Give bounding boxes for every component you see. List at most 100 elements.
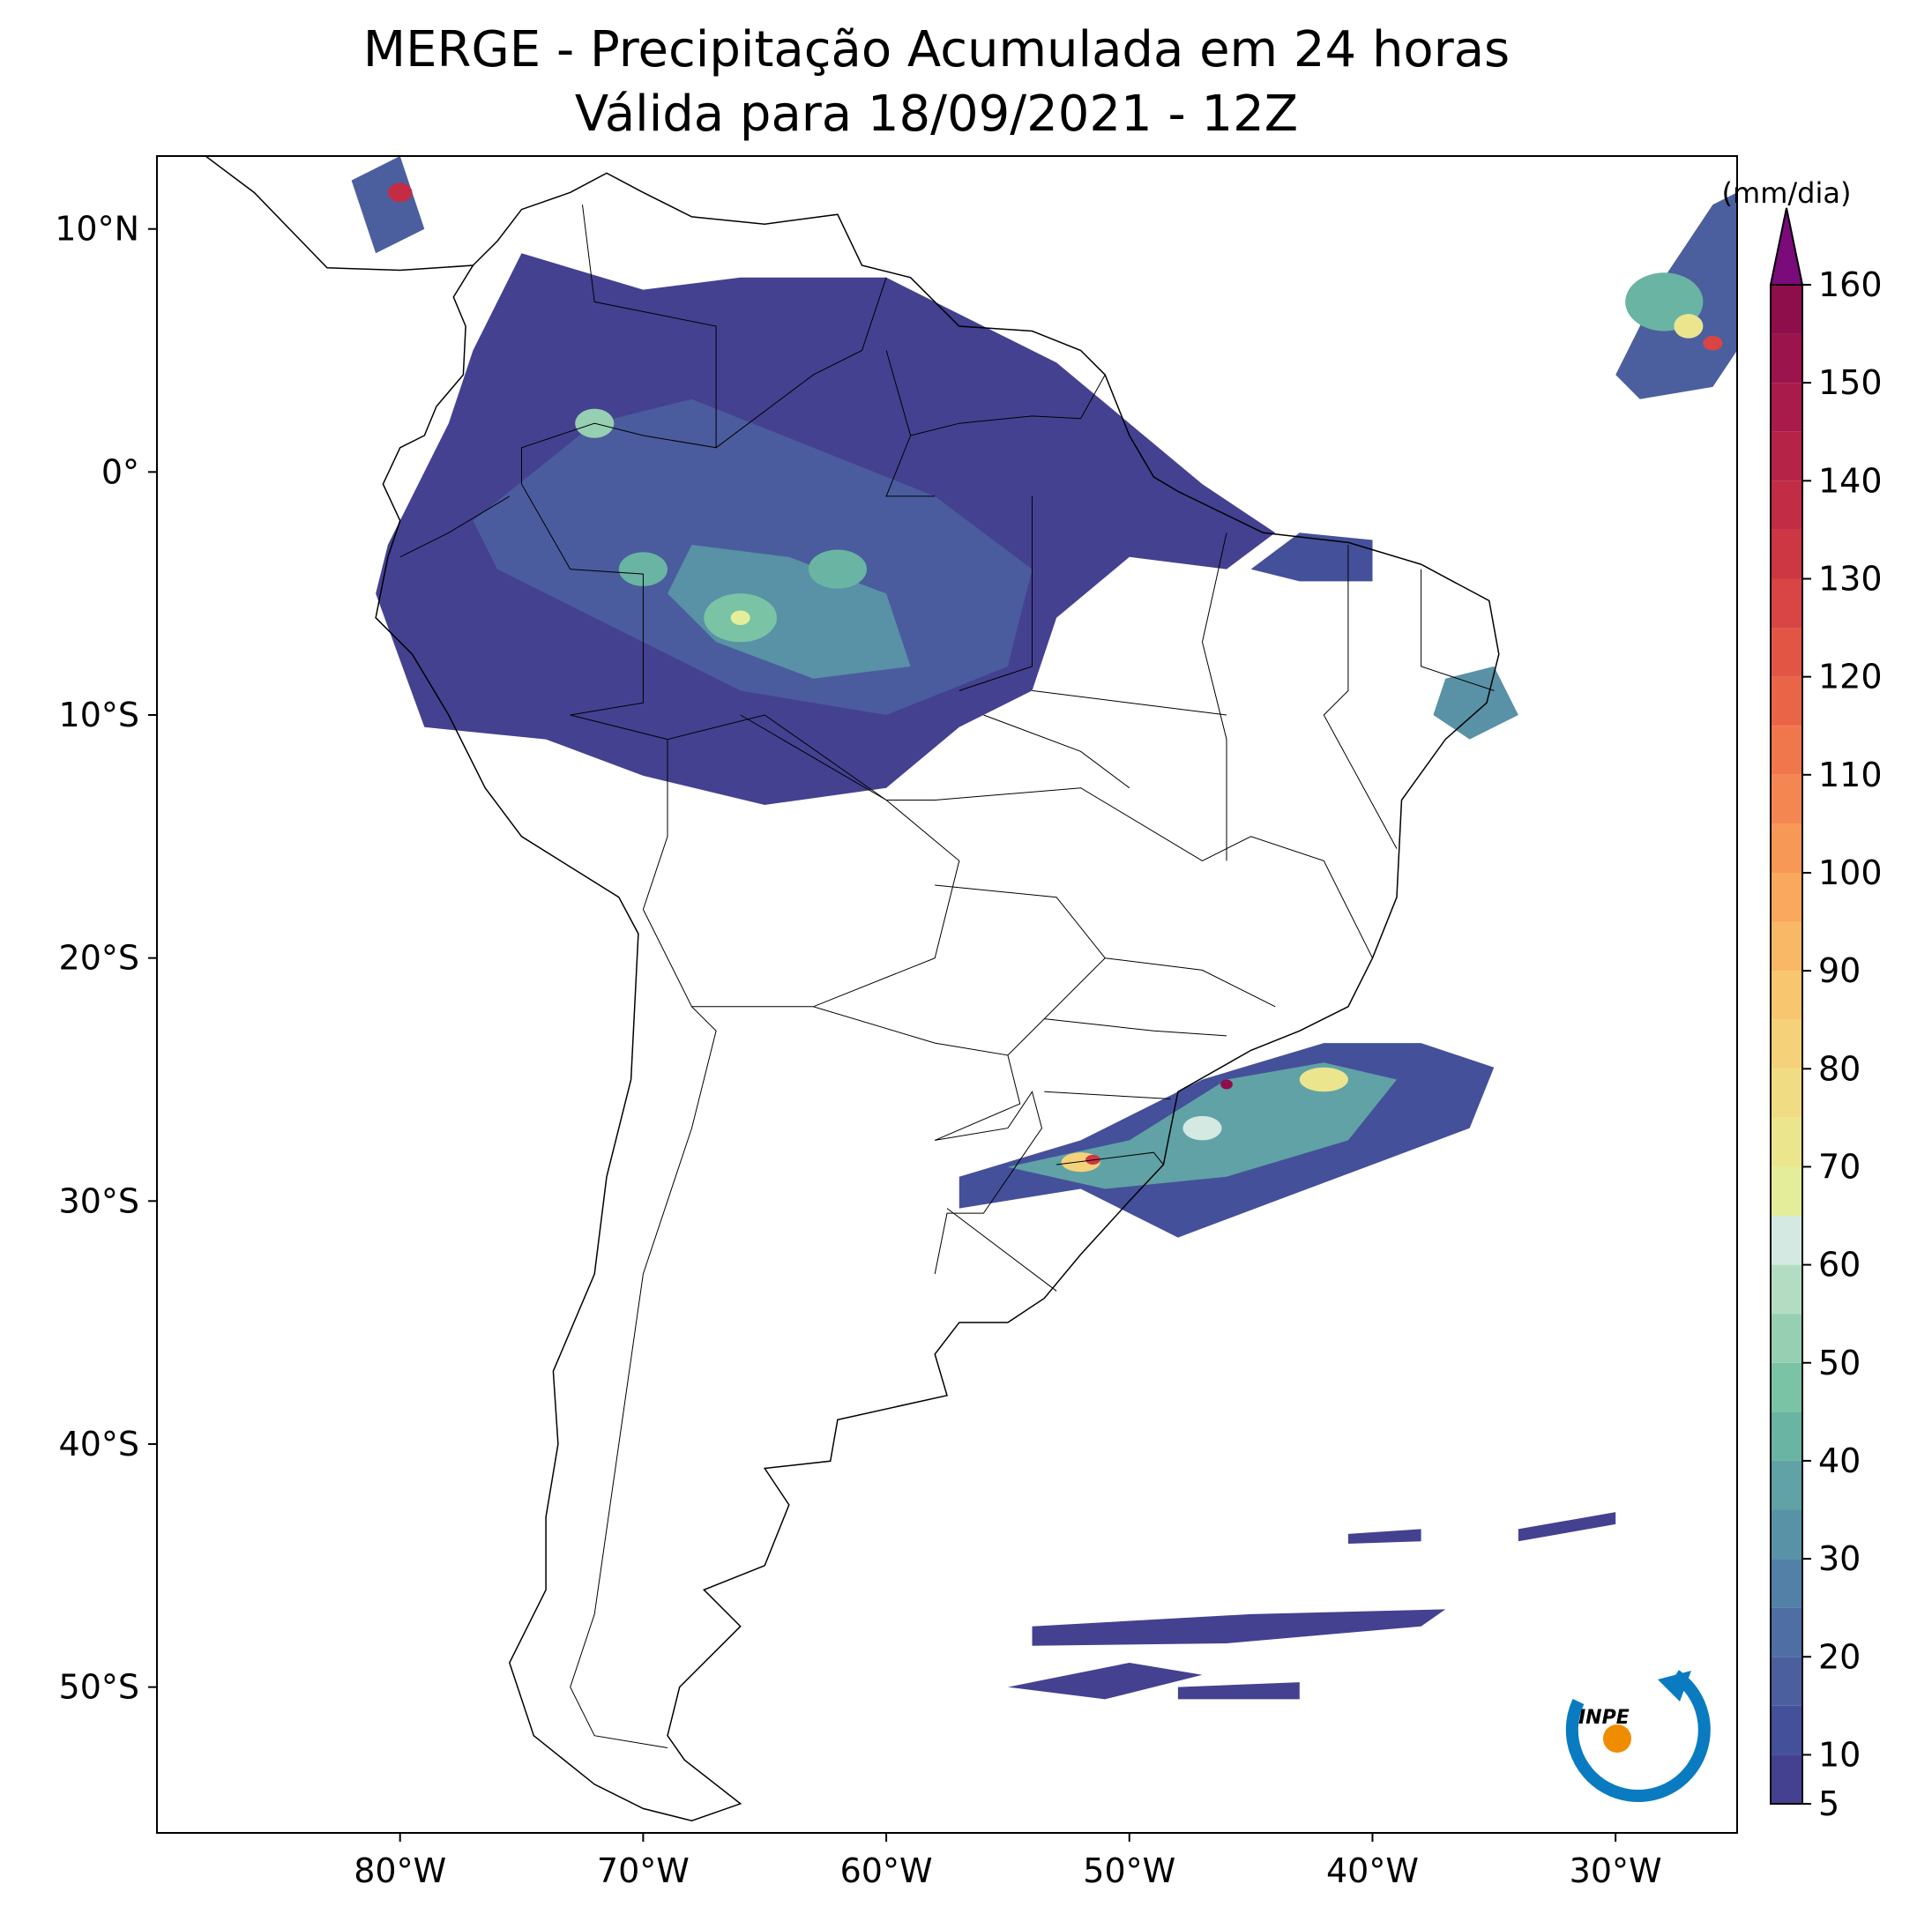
- colorbar-tick-label: 5: [1818, 1784, 1839, 1823]
- border: [521, 483, 668, 741]
- precip-area: [1007, 1663, 1203, 1700]
- precip-area: [1177, 1682, 1300, 1700]
- y-tick-label: 0°: [101, 452, 139, 491]
- colorbar-band: [1771, 578, 1802, 629]
- colorbar-band: [1771, 872, 1802, 922]
- border: [1044, 1018, 1227, 1037]
- colorbar-band: [1771, 1264, 1802, 1314]
- y-tick-label: 40°S: [59, 1425, 139, 1463]
- colorbar-band: [1771, 971, 1802, 1020]
- x-tick-label: 50°W: [1083, 1851, 1175, 1890]
- precip-cell: [1220, 1079, 1233, 1090]
- border: [570, 909, 717, 1748]
- x-tick-label: 60°W: [840, 1851, 933, 1890]
- border: [1421, 569, 1495, 691]
- colorbar-band: [1771, 1166, 1802, 1217]
- colorbar-tick-label: 50: [1818, 1344, 1861, 1382]
- border: [1032, 689, 1227, 716]
- colorbar-band: [1771, 1460, 1802, 1510]
- y-tick-label: 10°S: [59, 696, 139, 734]
- x-tick-label: 40°W: [1326, 1851, 1419, 1890]
- precip-cell: [618, 552, 668, 586]
- title: MERGE - Precipitação Acumulada em 24 hor…: [363, 21, 1510, 78]
- border: [521, 205, 717, 485]
- precip-area: [1433, 666, 1518, 740]
- colorbar-band: [1771, 1019, 1802, 1069]
- colorbar-tick-label: 10: [1818, 1735, 1861, 1774]
- colorbar-tick-label: 60: [1818, 1246, 1861, 1285]
- border: [1105, 957, 1276, 1008]
- precip-area: [1032, 1609, 1446, 1646]
- y-tick-label: 50°S: [59, 1668, 139, 1707]
- colorbar-label: (mm/dia): [1722, 176, 1852, 210]
- colorbar-extend: [1769, 207, 1804, 286]
- colorbar-band: [1771, 726, 1802, 775]
- x-tick-label: 30°W: [1570, 1851, 1662, 1890]
- logo-dot: [1603, 1724, 1631, 1753]
- colorbar-band: [1771, 774, 1802, 824]
- precip-cell: [1182, 1115, 1222, 1141]
- colorbar-band: [1771, 921, 1802, 972]
- colorbar-band: [1771, 529, 1802, 579]
- precip-area: [1250, 532, 1373, 582]
- colorbar-tick-label: 120: [1818, 658, 1883, 696]
- border: [983, 714, 1130, 789]
- map-area: [205, 156, 1737, 1821]
- precip-area: [1347, 1529, 1421, 1544]
- colorbar-tick-label: 90: [1818, 951, 1861, 990]
- border: [886, 787, 1373, 958]
- precip-area: [351, 156, 425, 254]
- border: [813, 1006, 1021, 1141]
- y-tick-label: 10°N: [55, 210, 139, 249]
- colorbar-tick-label: 160: [1818, 265, 1883, 304]
- colorbar-tick-label: 20: [1818, 1637, 1861, 1676]
- colorbar-band: [1771, 1705, 1802, 1755]
- precip-cell: [1674, 314, 1704, 339]
- colorbar-band: [1771, 628, 1802, 677]
- precip-area: [1518, 1512, 1616, 1542]
- colorbar-band: [1771, 1607, 1802, 1657]
- border: [910, 374, 1106, 436]
- subtitle: Válida para 18/09/2021 - 12Z: [575, 86, 1298, 143]
- border: [1201, 532, 1227, 861]
- colorbar-tick-label: 100: [1818, 853, 1883, 892]
- border: [1044, 1091, 1171, 1099]
- colorbar-band: [1771, 1314, 1802, 1363]
- precip-cell: [1299, 1067, 1348, 1092]
- colorbar-frame: [1770, 284, 1803, 1805]
- colorbar-tick-label: 150: [1818, 363, 1883, 402]
- colorbar-tick-label: 70: [1818, 1147, 1861, 1186]
- logo-text: INPE: [1578, 1707, 1630, 1729]
- colorbar-band: [1771, 1362, 1802, 1412]
- precip-cell: [1703, 335, 1723, 351]
- border: [715, 277, 887, 449]
- colorbar-band: [1771, 823, 1802, 873]
- precip-cell: [730, 610, 750, 626]
- logo-arrow: [1658, 1671, 1691, 1702]
- colorbar-band: [1771, 1657, 1802, 1706]
- colorbar-band: [1771, 1411, 1802, 1461]
- border: [885, 350, 936, 497]
- border: [959, 495, 1033, 691]
- precip-area: [668, 545, 911, 679]
- coastline: [205, 156, 474, 272]
- colorbar-band: [1771, 1069, 1802, 1118]
- border: [1056, 1151, 1164, 1166]
- logo-arc: [1565, 1670, 1711, 1803]
- colorbar-band: [1771, 1754, 1802, 1804]
- border: [740, 714, 887, 801]
- map-frame: [156, 155, 1738, 1834]
- colorbar-tick-label: 130: [1818, 559, 1883, 598]
- colorbar-band: [1771, 431, 1802, 481]
- colorbar-band: [1771, 1509, 1802, 1560]
- colorbar-tick-label: 110: [1818, 756, 1883, 794]
- precip-cell: [387, 182, 413, 203]
- border: [946, 1208, 1057, 1292]
- colorbar-band: [1771, 676, 1802, 726]
- colorbar-band: [1771, 333, 1802, 384]
- x-tick-label: 80°W: [354, 1851, 446, 1890]
- colorbar-tick-label: 30: [1818, 1539, 1861, 1578]
- logo: INPE: [1565, 1670, 1711, 1803]
- border: [935, 884, 1106, 1056]
